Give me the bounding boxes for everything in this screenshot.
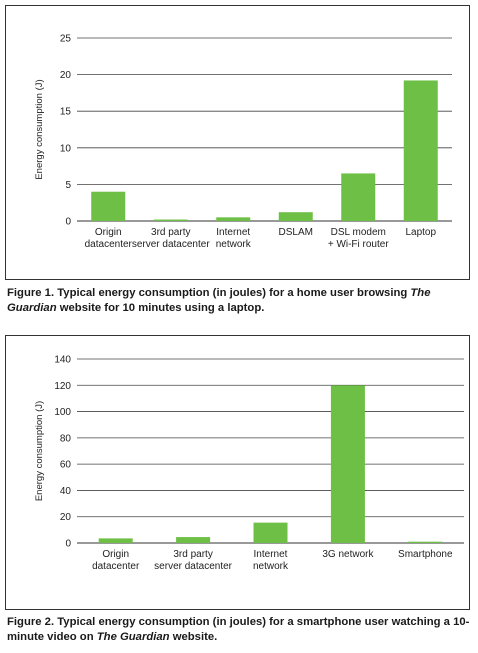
- chart-1-y-tick-label: 0: [65, 217, 71, 228]
- figure-1-caption-italic: The Guardian: [7, 287, 431, 314]
- chart-2: Energy consumption (J) 0 20 40 60 80 100 120 140…: [34, 355, 464, 572]
- figure-1-caption-text: Figure 1. Typical energy consumption (in…: [7, 287, 411, 299]
- chart-1-category-label: DSL modem: [331, 227, 386, 238]
- figure-2-caption-text: Figure 2. Typical energy consumption (in…: [7, 616, 470, 643]
- chart-1-category-label: Internet: [216, 227, 250, 238]
- chart-1-bar: [153, 219, 188, 221]
- figure-2-caption: Figure 2. Typical energy consumption (in…: [7, 615, 473, 645]
- chart-2-y-axis-label: Energy consumption (J): [34, 401, 45, 501]
- chart-2-bar: [253, 522, 288, 543]
- figure-1-caption-end: website for 10 minutes using a laptop.: [56, 302, 265, 314]
- figure-2-caption-end: website.: [169, 631, 218, 643]
- chart-2-frame: Energy consumption (J) 0 20 40 60 80 100 120 140…: [5, 335, 470, 610]
- chart-2-category-label: datacenter: [92, 561, 140, 572]
- chart-1-category-label: datacenter: [85, 239, 133, 250]
- chart-1-category-label: server datacenter: [132, 239, 210, 250]
- chart-1-frame: Energy consumption (J) 0 5 10 15 20 25 Origin da…: [5, 5, 470, 280]
- chart-1-y-tick-label: 10: [60, 143, 72, 154]
- chart-2-bar: [330, 385, 365, 543]
- chart-2-y-tick-label: 60: [60, 460, 72, 471]
- chart-2-category-label: 3rd party: [173, 549, 212, 560]
- chart-2-category-label: network: [253, 561, 289, 572]
- chart-2-y-tick-label: 140: [54, 355, 71, 366]
- chart-2-y-tick-label: 120: [54, 381, 71, 392]
- chart-2-bar: [98, 538, 133, 543]
- chart-2-y-tick-label: 20: [60, 512, 72, 523]
- chart-1-category-label: DSLAM: [279, 227, 313, 238]
- chart-1-y-tick-label: 25: [60, 34, 72, 45]
- chart-1-bar: [341, 173, 376, 221]
- chart-1-bar: [216, 217, 251, 221]
- chart-2-y-tick-label: 0: [65, 539, 71, 550]
- chart-1: Energy consumption (J) 0 5 10 15 20 25 Originda…: [34, 34, 452, 250]
- chart-1-bar: [91, 191, 126, 221]
- chart-1-y-axis-label: Energy consumption (J): [34, 79, 45, 179]
- figure-2-caption-italic: The Guardian: [96, 631, 170, 643]
- chart-1-category-label: Origin: [95, 227, 122, 238]
- chart-2-bar: [408, 541, 443, 543]
- chart-2-category-label: 3G network: [322, 549, 374, 560]
- chart-1-category-label: Laptop: [405, 227, 436, 238]
- chart-1-y-tick-label: 20: [60, 70, 72, 81]
- chart-2-bar: [176, 537, 211, 543]
- chart-1-category-label: network: [216, 239, 252, 250]
- chart-2-y-tick-label: 40: [60, 486, 72, 497]
- chart-1-bar: [403, 80, 438, 222]
- chart-2-category-label: Internet: [254, 549, 288, 560]
- chart-2-y-tick-label: 80: [60, 433, 72, 444]
- chart-2-category-label: Origin: [102, 549, 129, 560]
- chart-2-category-label: Smartphone: [398, 549, 453, 560]
- chart-2-y-tick-label: 100: [54, 407, 71, 418]
- chart-2-category-label: server datacenter: [154, 561, 232, 572]
- chart-1-category-label: 3rd party: [151, 227, 190, 238]
- chart-1-y-tick-label: 15: [60, 107, 72, 118]
- chart-1-y-tick-label: 5: [65, 180, 71, 191]
- chart-1-category-label: + Wi-Fi router: [328, 239, 390, 250]
- figure-1-caption: Figure 1. Typical energy consumption (in…: [7, 286, 473, 316]
- chart-1-bar: [278, 212, 313, 221]
